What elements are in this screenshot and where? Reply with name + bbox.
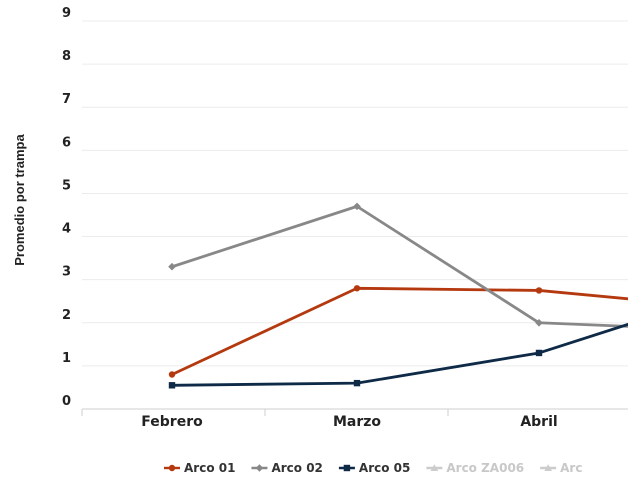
data-point[interactable]: [353, 202, 361, 211]
y-tick-label: 2: [62, 308, 71, 323]
data-point[interactable]: [168, 262, 176, 271]
y-tick-label: 9: [62, 6, 71, 21]
y-tick-label: 7: [62, 92, 71, 107]
data-point[interactable]: [168, 382, 176, 389]
series-line[interactable]: [171, 301, 628, 387]
legend-label: Arco ZA006: [446, 461, 524, 475]
data-point[interactable]: [535, 287, 543, 294]
y-tick-label: 5: [62, 178, 71, 193]
legend-label: Arco 05: [359, 461, 410, 475]
legend-label: Arc: [560, 461, 582, 475]
legend-marker[interactable]: [430, 464, 439, 471]
series-line[interactable]: [171, 286, 628, 376]
y-tick-label: 6: [62, 135, 71, 150]
legend-label: Arco 01: [184, 461, 235, 475]
legend-label: Arco 02: [271, 461, 322, 475]
y-tick-label: 0: [62, 394, 71, 409]
legend-item[interactable]: Arco 01: [164, 461, 235, 475]
y-tick-label: 4: [62, 222, 71, 237]
data-point[interactable]: [168, 371, 176, 378]
legend-item[interactable]: Arco ZA006: [426, 461, 524, 475]
y-axis-ticks: 0 1 2 3 4 5 6 7 8 9: [62, 6, 71, 409]
x-tick-label: Marzo: [333, 414, 381, 430]
legend-item[interactable]: Arco 02: [251, 461, 323, 475]
y-axis-label: Promedio por trampa: [12, 133, 27, 265]
grid-lines: [82, 20, 628, 410]
series-arco-05: [168, 301, 628, 389]
data-point[interactable]: [353, 285, 361, 292]
data-point[interactable]: [535, 318, 543, 327]
legend-marker[interactable]: [168, 464, 176, 472]
legend-marker[interactable]: [544, 464, 552, 471]
x-tick-label: Abril: [520, 414, 557, 430]
legend-marker[interactable]: [255, 464, 264, 472]
data-point[interactable]: [353, 379, 361, 387]
legend-item[interactable]: Arco 05: [338, 461, 410, 475]
series-line[interactable]: [171, 204, 628, 329]
legend-marker[interactable]: [343, 464, 351, 472]
data-point[interactable]: [535, 349, 543, 357]
series-arco-02: [168, 202, 628, 329]
legend-item[interactable]: Arc: [540, 461, 582, 475]
x-axis: Febrero Marzo Abril: [81, 409, 558, 430]
y-tick-label: 1: [62, 351, 71, 366]
x-tick-label: Febrero: [141, 414, 203, 430]
series-lines: [168, 202, 628, 389]
y-tick-label: 3: [62, 265, 71, 280]
series-arco-01: [168, 285, 628, 378]
y-tick-label: 8: [62, 49, 71, 64]
legend[interactable]: Arco 01 Arco 02 Arco 05 Arco ZA006 Arc: [164, 461, 582, 475]
